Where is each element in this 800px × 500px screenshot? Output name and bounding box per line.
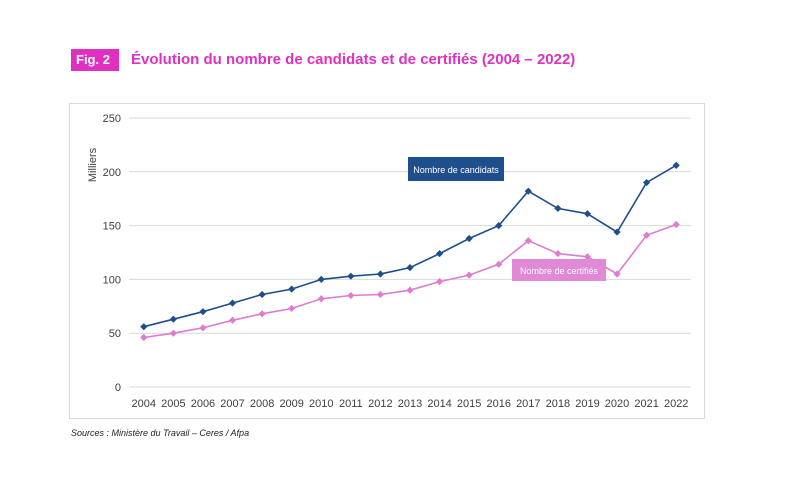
data-point-certifies xyxy=(169,329,177,337)
certifies-label-box xyxy=(512,259,606,281)
figure-title: Évolution du nombre de candidats et de c… xyxy=(131,51,576,68)
x-tick-label: 2011 xyxy=(339,398,363,410)
x-tick-label: 2009 xyxy=(279,398,303,410)
x-tick-label: 2008 xyxy=(250,398,274,410)
x-tick-label: 2019 xyxy=(575,398,599,410)
data-point-certifies xyxy=(288,304,296,313)
x-tick-label: 2017 xyxy=(516,398,540,410)
x-tick-label: 2010 xyxy=(309,398,333,410)
x-tick-labels: 2004 2005 2006 2007 2008 2009 2010 2011 2012 2013… xyxy=(132,398,689,410)
data-point-certifies xyxy=(435,277,444,286)
data-point-certifies xyxy=(199,324,207,332)
data-point-certifies xyxy=(347,291,355,300)
data-point-certifies xyxy=(495,260,503,268)
x-tick-label: 2022 xyxy=(664,398,688,410)
x-tick-label: 2015 xyxy=(457,398,481,410)
line-chart: 0 50 100 150 200 250 2004 2005 2006 2007 2008 2009… xyxy=(87,113,691,410)
x-tick-label: 2013 xyxy=(398,398,422,410)
data-point-certifies xyxy=(583,253,592,261)
data-point-candidats xyxy=(258,290,266,299)
data-point-certifies xyxy=(672,220,680,229)
data-point-candidats xyxy=(140,323,148,331)
data-point-candidats xyxy=(199,308,207,316)
y-tick-label: 150 xyxy=(103,221,121,233)
data-point-certifies xyxy=(524,237,532,245)
x-tick-label: 2018 xyxy=(546,398,570,410)
data-point-candidats xyxy=(435,249,444,258)
data-point-candidats xyxy=(317,275,325,283)
x-tick-label: 2014 xyxy=(427,398,451,410)
series-layer xyxy=(140,161,680,342)
data-point-candidats xyxy=(376,270,385,278)
data-point-candidats xyxy=(554,204,562,212)
data-point-candidats xyxy=(288,285,296,293)
y-tick-labels: 0 50 100 150 200 250 xyxy=(103,113,121,394)
x-tick-label: 2007 xyxy=(220,398,244,410)
y-tick-label: 50 xyxy=(109,328,121,340)
data-point-certifies xyxy=(317,295,325,303)
data-point-certifies xyxy=(140,333,148,342)
data-point-candidats xyxy=(169,315,177,323)
data-point-candidats xyxy=(613,228,621,236)
series-labels: Nombre de candidats Nombre de certifiés xyxy=(408,157,606,281)
x-tick-label: 2004 xyxy=(132,398,156,410)
candidats-label-box xyxy=(408,157,504,181)
y-tick-label: 0 xyxy=(115,382,121,394)
data-point-candidats xyxy=(228,299,237,307)
data-point-candidats xyxy=(524,187,532,195)
data-point-candidats xyxy=(643,178,651,187)
x-tick-label: 2020 xyxy=(605,398,629,410)
data-point-certifies xyxy=(376,290,385,299)
y-tick-label: 100 xyxy=(103,274,121,286)
data-point-certifies xyxy=(258,310,266,318)
certifies-label: Nombre de certifiés xyxy=(520,266,599,276)
data-point-candidats xyxy=(406,263,414,272)
x-tick-label: 2012 xyxy=(368,398,392,410)
x-tick-label: 2005 xyxy=(161,398,185,410)
data-point-certifies xyxy=(228,316,237,324)
data-point-certifies xyxy=(643,231,651,239)
y-tick-label: 250 xyxy=(103,113,121,125)
data-point-certifies xyxy=(406,286,414,294)
x-tick-label: 2016 xyxy=(486,398,510,410)
y-tick-label: 200 xyxy=(103,167,121,179)
data-point-candidats xyxy=(583,210,592,218)
data-point-candidats xyxy=(672,161,680,169)
x-tick-label: 2021 xyxy=(634,398,658,410)
data-point-certifies xyxy=(465,271,473,279)
candidats-label: Nombre de candidats xyxy=(413,165,499,175)
data-point-candidats xyxy=(495,222,503,230)
source-note: Sources : Ministère du Travail – Ceres /… xyxy=(71,428,250,438)
data-point-certifies xyxy=(554,249,562,258)
x-tick-label: 2006 xyxy=(191,398,215,410)
series-line-candidats xyxy=(143,164,677,328)
chart-frame xyxy=(69,103,705,419)
data-point-candidats xyxy=(465,234,473,243)
y-axis-label: Milliers xyxy=(87,147,99,182)
figure-badge: Fig. 2 xyxy=(71,49,119,71)
data-point-candidats xyxy=(347,272,355,280)
